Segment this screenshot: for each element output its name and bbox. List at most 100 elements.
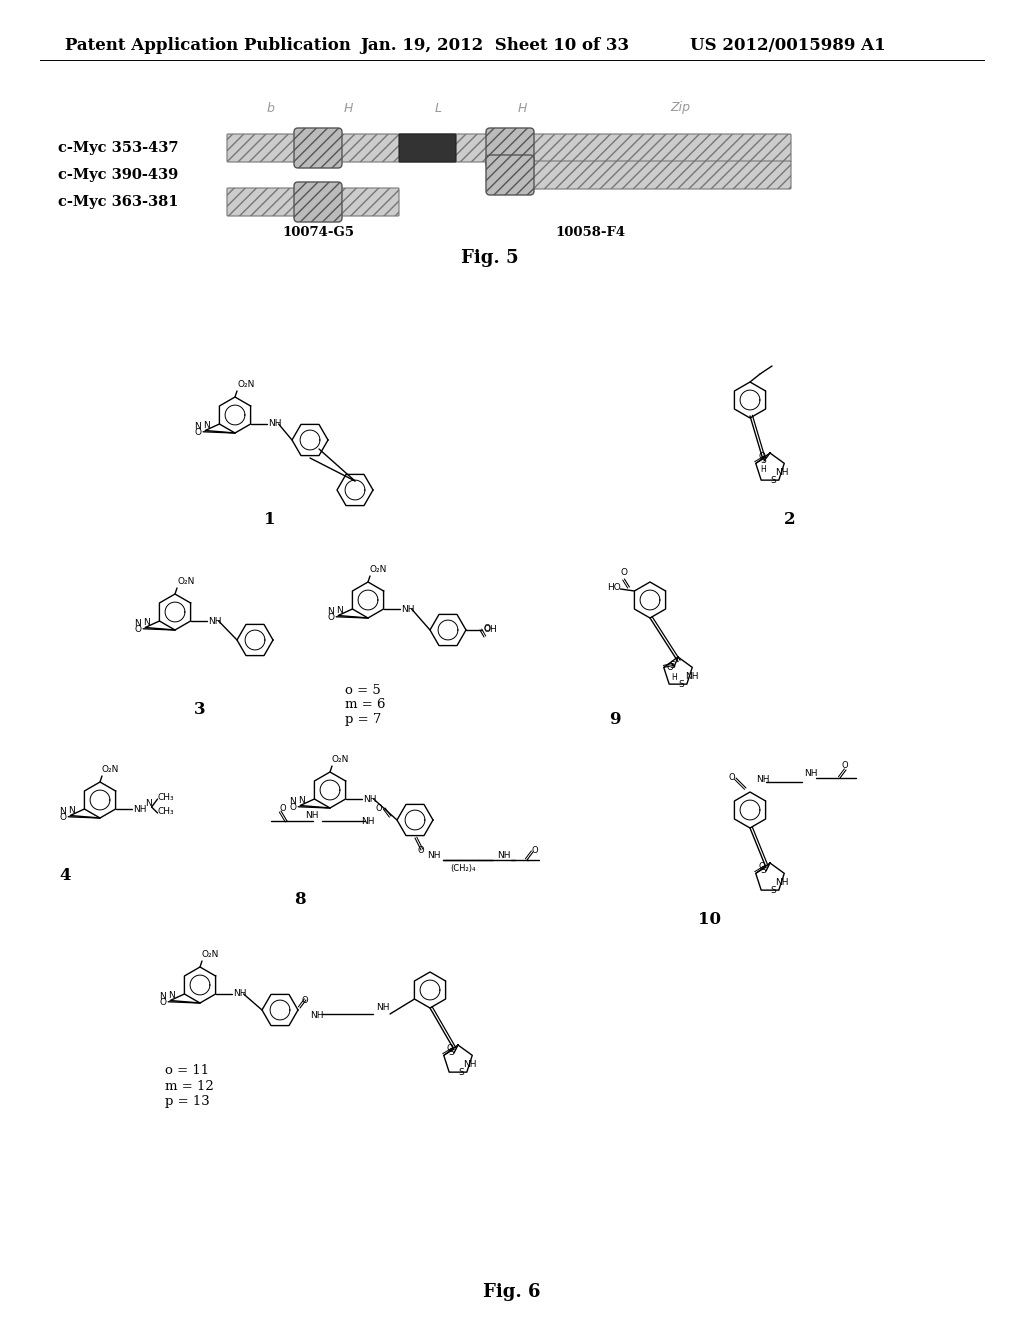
Text: O: O: [667, 663, 674, 672]
Text: 10: 10: [698, 912, 722, 928]
Text: 10074-G5: 10074-G5: [282, 226, 354, 239]
Text: NH: NH: [233, 990, 247, 998]
Text: N: N: [337, 606, 343, 615]
Text: NH: NH: [401, 605, 415, 614]
Text: H: H: [760, 465, 766, 474]
Text: NH: NH: [364, 795, 377, 804]
Text: NH: NH: [209, 616, 222, 626]
Text: O: O: [134, 626, 141, 634]
Text: N: N: [143, 618, 151, 627]
Text: US 2012/0015989 A1: US 2012/0015989 A1: [690, 37, 886, 54]
Text: NH: NH: [804, 770, 817, 779]
Text: S: S: [770, 886, 776, 895]
Text: NH: NH: [427, 851, 440, 861]
Text: HO: HO: [606, 582, 621, 591]
FancyBboxPatch shape: [227, 135, 791, 162]
Text: Fig. 5: Fig. 5: [461, 249, 519, 267]
Text: 3: 3: [195, 701, 206, 718]
Text: CH₃: CH₃: [158, 792, 174, 801]
FancyBboxPatch shape: [227, 187, 399, 216]
Text: m = 12: m = 12: [165, 1080, 214, 1093]
Text: S: S: [670, 661, 675, 671]
Text: 9: 9: [609, 711, 621, 729]
Text: Jan. 19, 2012  Sheet 10 of 33: Jan. 19, 2012 Sheet 10 of 33: [360, 37, 629, 54]
FancyBboxPatch shape: [486, 154, 534, 195]
Text: O: O: [759, 862, 766, 871]
Text: N: N: [195, 422, 201, 430]
Text: Zip: Zip: [670, 102, 690, 115]
Text: OH: OH: [484, 624, 498, 634]
Text: O: O: [531, 846, 538, 855]
Text: O: O: [59, 813, 67, 822]
Text: O₂N: O₂N: [177, 577, 195, 586]
FancyBboxPatch shape: [486, 128, 534, 168]
Text: O: O: [484, 624, 490, 634]
Text: O: O: [289, 804, 296, 812]
Text: NH: NH: [756, 776, 769, 784]
Text: O₂N: O₂N: [102, 766, 120, 774]
Text: NH: NH: [133, 804, 147, 813]
Text: O: O: [417, 846, 424, 855]
Text: S: S: [770, 475, 776, 484]
Text: c-Myc 353-437: c-Myc 353-437: [58, 141, 178, 154]
Text: NH: NH: [685, 672, 699, 681]
Text: N: N: [299, 796, 305, 805]
Text: p = 13: p = 13: [165, 1096, 210, 1109]
Text: CH₃: CH₃: [158, 807, 174, 816]
Text: H: H: [517, 102, 526, 115]
Text: O: O: [729, 774, 735, 781]
Text: b: b: [266, 102, 274, 115]
FancyBboxPatch shape: [497, 161, 791, 189]
Text: S: S: [449, 1048, 454, 1057]
Text: O: O: [328, 614, 334, 622]
Text: o = 11: o = 11: [165, 1064, 209, 1077]
Text: N: N: [69, 805, 76, 814]
Text: N: N: [160, 991, 166, 1001]
Text: 1: 1: [264, 511, 275, 528]
FancyBboxPatch shape: [399, 135, 456, 162]
Text: S: S: [678, 680, 684, 689]
Text: N: N: [204, 421, 210, 430]
Text: NH: NH: [775, 878, 790, 887]
Text: H: H: [343, 102, 352, 115]
Text: NH: NH: [497, 851, 511, 861]
Text: O: O: [280, 804, 287, 813]
Text: p = 7: p = 7: [345, 714, 381, 726]
Text: O: O: [302, 997, 308, 1005]
Text: 8: 8: [294, 891, 306, 908]
Text: 4: 4: [59, 866, 71, 883]
Text: (CH₂)₄: (CH₂)₄: [451, 865, 476, 873]
Text: O: O: [159, 998, 166, 1007]
Text: S: S: [760, 455, 766, 465]
Text: m = 6: m = 6: [345, 698, 385, 711]
Text: O: O: [759, 453, 766, 462]
Text: c-Myc 363-381: c-Myc 363-381: [58, 195, 178, 209]
Text: NH: NH: [305, 810, 319, 820]
Text: O: O: [621, 568, 628, 577]
Text: O₂N: O₂N: [202, 950, 219, 960]
Text: NH: NH: [464, 1060, 477, 1069]
Text: N: N: [328, 607, 334, 615]
Text: S: S: [458, 1068, 464, 1077]
Text: NH: NH: [376, 1002, 389, 1011]
Text: O: O: [446, 1044, 454, 1053]
Text: NH: NH: [268, 420, 282, 429]
Text: O: O: [842, 762, 849, 770]
Text: NH: NH: [775, 469, 790, 478]
Text: N: N: [169, 991, 175, 999]
Text: L: L: [434, 102, 441, 115]
Text: O₂N: O₂N: [332, 755, 349, 764]
Text: N: N: [145, 800, 153, 808]
Text: O: O: [195, 428, 201, 437]
Text: NH: NH: [310, 1011, 324, 1019]
Text: Fig. 6: Fig. 6: [483, 1283, 541, 1302]
Text: O: O: [376, 804, 382, 813]
Text: o = 5: o = 5: [345, 684, 381, 697]
FancyBboxPatch shape: [294, 182, 342, 222]
Text: 2: 2: [784, 511, 796, 528]
Text: O₂N: O₂N: [370, 565, 387, 574]
Text: 10058-F4: 10058-F4: [555, 226, 625, 239]
Text: N: N: [134, 619, 141, 628]
Text: Patent Application Publication: Patent Application Publication: [65, 37, 351, 54]
Text: N: N: [290, 797, 296, 805]
